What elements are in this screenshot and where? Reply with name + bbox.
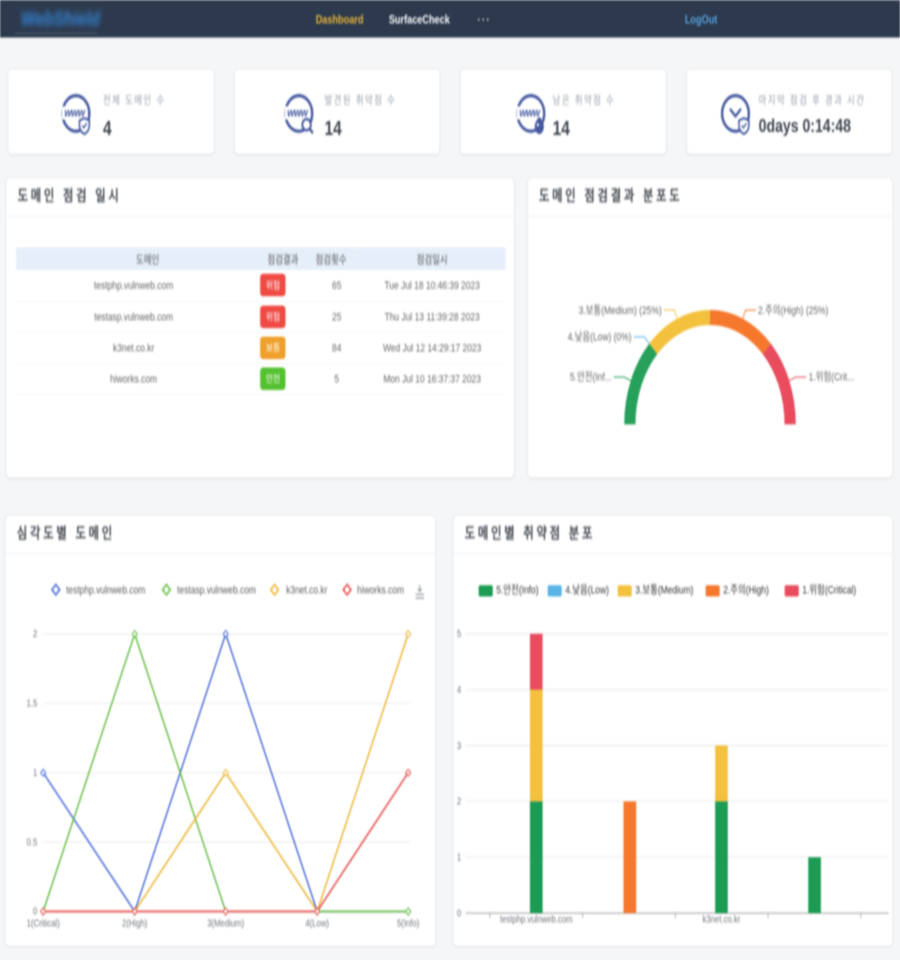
svg-text:5(Info): 5(Info) bbox=[397, 917, 419, 928]
svg-text:4.낮음(Low): 4.낮음(Low) bbox=[565, 583, 609, 597]
svg-text:testphp.vulnweb.com: testphp.vulnweb.com bbox=[66, 584, 145, 596]
svg-text:testasp.vulnweb.com: testasp.vulnweb.com bbox=[177, 584, 256, 596]
svg-text:4(Low): 4(Low) bbox=[305, 917, 329, 928]
svg-text:www: www bbox=[519, 107, 540, 121]
svg-text:3.보통(Medium): 3.보통(Medium) bbox=[635, 583, 693, 597]
svg-text:1: 1 bbox=[457, 851, 461, 862]
svg-text:3: 3 bbox=[457, 739, 461, 750]
svg-text:0: 0 bbox=[33, 905, 37, 916]
svg-text:2.주의(High): 2.주의(High) bbox=[723, 583, 769, 597]
svg-text:2(High): 2(High) bbox=[122, 917, 147, 928]
svg-text:k3net.co.kr: k3net.co.kr bbox=[286, 584, 328, 596]
svg-text:5: 5 bbox=[457, 628, 461, 639]
svg-text:0: 0 bbox=[457, 907, 461, 918]
svg-text:3.보통(Medium) (25%): 3.보통(Medium) (25%) bbox=[578, 304, 661, 318]
svg-text:1: 1 bbox=[33, 766, 37, 777]
svg-text:1(Critical): 1(Critical) bbox=[27, 917, 60, 928]
svg-text:2: 2 bbox=[33, 628, 37, 639]
svg-text:5.안전(Inf...: 5.안전(Inf... bbox=[570, 370, 612, 384]
svg-text:testphp.vulnweb.com: testphp.vulnweb.com bbox=[500, 913, 573, 924]
svg-text:4.낮음(Low) (0%): 4.낮음(Low) (0%) bbox=[567, 330, 631, 344]
svg-text:hiworks.com: hiworks.com bbox=[357, 584, 404, 596]
svg-text:www: www bbox=[64, 107, 85, 121]
svg-text:1.5: 1.5 bbox=[27, 697, 38, 708]
svg-text:5.안전(Info): 5.안전(Info) bbox=[496, 583, 538, 597]
svg-text:4: 4 bbox=[457, 683, 461, 694]
svg-text:3(Medium): 3(Medium) bbox=[207, 917, 244, 928]
svg-text:0.5: 0.5 bbox=[27, 836, 38, 847]
svg-text:1.위험(Critical): 1.위험(Critical) bbox=[802, 582, 856, 597]
svg-text:2: 2 bbox=[457, 795, 461, 806]
svg-text:www: www bbox=[287, 107, 308, 121]
svg-text:2.주의(High) (25%): 2.주의(High) (25%) bbox=[758, 304, 828, 318]
svg-text:k3net.co.kr: k3net.co.kr bbox=[703, 913, 741, 924]
svg-text:1.위험(Crit...: 1.위험(Crit... bbox=[808, 369, 854, 384]
